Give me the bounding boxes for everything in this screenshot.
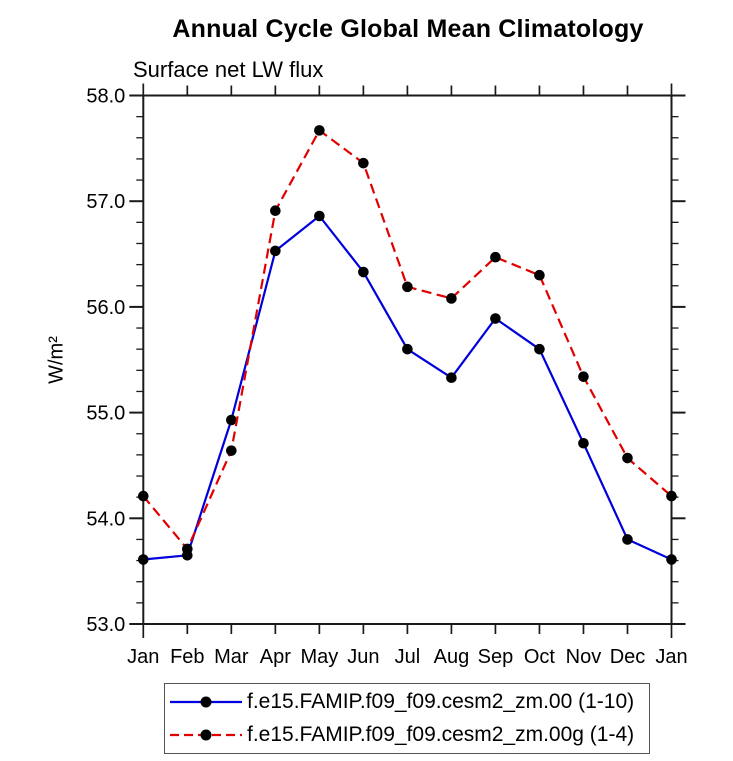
legend-label-series-1: f.e15.FAMIP.f09_f09.cesm2_zm.00g (1-4) [247, 723, 635, 746]
y-tick-label: 54.0 [86, 508, 125, 530]
x-tick-label: Aug [434, 646, 470, 668]
chart-subtitle: Surface net LW flux [133, 57, 324, 82]
data-point-marker-s1 [138, 490, 149, 502]
x-tick-label: Sep [478, 646, 514, 668]
legend: f.e15.FAMIP.f09_f09.cesm2_zm.00 (1-10) f… [164, 683, 650, 754]
y-tick-label: 58.0 [86, 86, 125, 108]
data-point-marker-s1 [490, 251, 501, 263]
data-point-marker-s1 [182, 543, 193, 555]
legend-line-sample-dashed-icon [170, 729, 242, 741]
series-line-1 [142, 129, 673, 551]
data-point-marker-s1 [534, 269, 545, 281]
x-tick-label: Jul [395, 646, 421, 668]
x-tick-label: Mar [214, 646, 249, 668]
y-tick-label: 53.0 [86, 614, 125, 636]
y-axis-title: W/m² [45, 336, 68, 384]
data-point-marker-s1 [402, 281, 413, 293]
x-tick-label: Jan [127, 646, 159, 668]
x-tick-label: Oct [524, 646, 556, 668]
data-point-marker-s1 [226, 445, 237, 456]
axis-frame [142, 94, 673, 625]
y-tick-label: 56.0 [86, 297, 125, 319]
data-point-marker-s0 [490, 313, 501, 324]
legend-item-series-1: f.e15.FAMIP.f09_f09.cesm2_zm.00g (1-4) [168, 719, 649, 752]
legend-marker-dot [200, 696, 212, 708]
x-tick-label: Dec [610, 646, 646, 668]
legend-line-sample-solid-icon [170, 696, 242, 708]
y-tick-label: 55.0 [86, 403, 125, 425]
chart-title: Annual Cycle Global Mean Climatology [172, 15, 644, 43]
x-tick-label: Jan [655, 646, 687, 668]
data-point-marker-s0 [666, 554, 677, 565]
data-point-marker-s0 [622, 534, 633, 545]
x-tick-label: Feb [170, 646, 204, 668]
legend-marker-dot [200, 729, 212, 741]
data-point-marker-s0 [270, 245, 281, 257]
data-point-marker-s0 [314, 210, 325, 222]
data-point-marker-s1 [270, 205, 281, 217]
data-point-marker-s0 [446, 372, 457, 384]
data-point-marker-s0 [578, 437, 589, 449]
data-point-marker-s1 [358, 157, 369, 169]
data-point-marker-s0 [138, 554, 149, 565]
data-point-marker-s0 [534, 343, 545, 355]
data-point-marker-s1 [578, 371, 589, 382]
data-point-marker-s0 [402, 343, 413, 355]
y-tick-label: 57.0 [86, 191, 125, 213]
x-tick-label: Jun [347, 646, 379, 668]
legend-label-series-0: f.e15.FAMIP.f09_f09.cesm2_zm.00 (1-10) [247, 690, 635, 713]
x-tick-label: Nov [566, 646, 602, 668]
data-point-marker-s1 [446, 293, 457, 304]
data-point-marker-s0 [226, 414, 237, 426]
x-tick-label: May [300, 646, 338, 668]
data-point-marker-s1 [622, 452, 633, 464]
data-point-marker-s0 [358, 266, 369, 278]
data-point-marker-s1 [666, 490, 677, 502]
data-point-marker-s1 [314, 125, 325, 136]
series-line-0 [143, 214, 672, 561]
legend-item-series-0: f.e15.FAMIP.f09_f09.cesm2_zm.00 (1-10) [168, 686, 649, 719]
x-tick-label: Apr [260, 646, 291, 668]
